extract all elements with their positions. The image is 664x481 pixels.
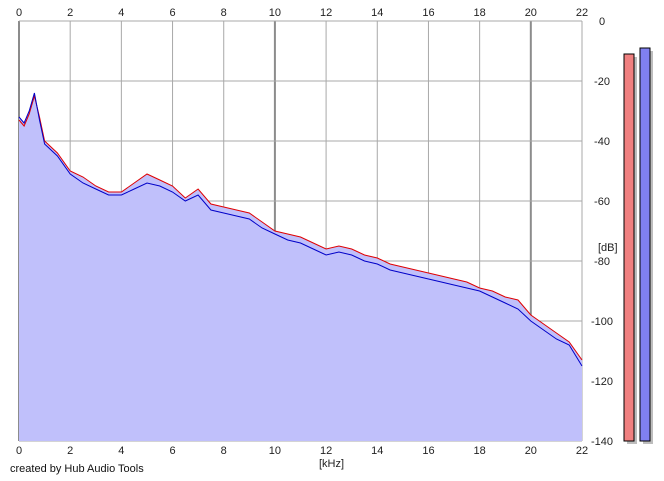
y-tick-label: 0 [599, 16, 605, 28]
y-tick-labels: 0 -20 -40 -60 -80 -100 -120 -140 [591, 16, 613, 448]
top-x-tick-labels: 0 2 4 6 8 10 12 14 16 18 20 22 [16, 7, 588, 19]
series-line-red [18, 94, 583, 361]
bottom-x-tick-label: 20 [525, 445, 537, 457]
top-x-tick-label: 22 [576, 7, 588, 19]
y-tick-label: -120 [591, 376, 613, 388]
bottom-x-tick-label: 2 [67, 445, 73, 457]
top-x-tick-label: 16 [422, 7, 434, 19]
top-x-tick-label: 0 [16, 7, 22, 19]
level-meter-red [623, 53, 635, 442]
top-x-tick-label: 10 [269, 7, 281, 19]
top-x-tick-label: 4 [118, 7, 124, 19]
y-tick-label: -40 [594, 136, 610, 148]
top-x-tick-label: 20 [525, 7, 537, 19]
bottom-x-tick-label: 18 [474, 445, 486, 457]
bottom-x-tick-label: 4 [118, 445, 124, 457]
y-tick-label: -100 [591, 316, 613, 328]
level-meter-blue [639, 47, 651, 442]
footer-credit: created by Hub Audio Tools [10, 463, 144, 475]
y-unit-label: [dB] [598, 242, 618, 254]
bottom-x-tick-label: 0 [16, 445, 22, 457]
y-tick-label: -140 [591, 436, 613, 448]
series-layer [18, 92, 583, 367]
top-x-tick-label: 2 [67, 7, 73, 19]
top-x-tick-label: 18 [474, 7, 486, 19]
y-tick-label: -60 [594, 196, 610, 208]
x-unit-label: [kHz] [319, 458, 344, 470]
top-x-tick-label: 12 [320, 7, 332, 19]
top-x-tick-label: 6 [169, 7, 175, 19]
y-tick-label: -20 [594, 76, 610, 88]
bottom-x-tick-label: 6 [169, 445, 175, 457]
series-line-blue [18, 92, 583, 367]
top-x-tick-label: 14 [371, 7, 383, 19]
bottom-x-tick-label: 14 [371, 445, 383, 457]
bottom-x-tick-label: 10 [269, 445, 281, 457]
bottom-x-tick-label: 12 [320, 445, 332, 457]
bottom-x-tick-label: 8 [221, 445, 227, 457]
level-meters [623, 47, 653, 444]
top-x-tick-label: 8 [221, 7, 227, 19]
bottom-x-tick-label: 22 [576, 445, 588, 457]
bottom-x-tick-labels: 0 2 4 6 8 10 12 14 16 18 20 22 [16, 445, 588, 457]
bottom-x-tick-label: 16 [422, 445, 434, 457]
y-tick-label: -80 [594, 256, 610, 268]
